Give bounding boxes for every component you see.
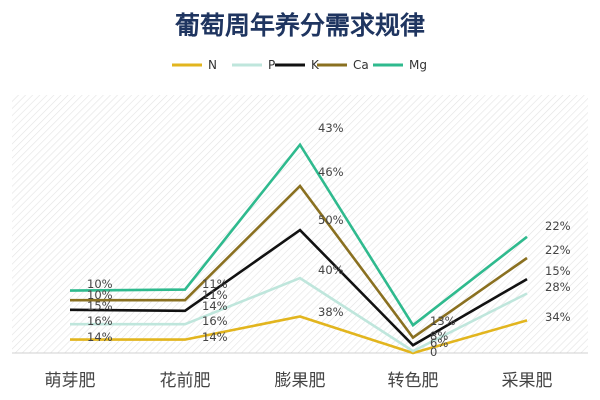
data-label-n: 34% (545, 310, 571, 324)
data-label-ca: 46% (318, 165, 344, 179)
series-line-n (70, 315, 528, 355)
data-label-mg: 22% (545, 219, 571, 233)
series-line-p (70, 276, 528, 353)
data-label-k: 15% (545, 264, 571, 278)
x-axis-labels: 萌芽肥 花前肥 膨果肥 转色肥 采果肥 (45, 371, 553, 391)
data-label-ca: 22% (545, 243, 571, 257)
data-label-k: 15% (87, 299, 113, 313)
legend-label-k: K (311, 58, 320, 72)
x-tick-label: 转色肥 (388, 371, 439, 391)
data-label-n: 0 (430, 345, 437, 359)
series-line-k (69, 228, 528, 347)
data-label-p: 16% (202, 314, 228, 328)
data-label-mg: 11% (202, 277, 228, 291)
data-label-p: 40% (318, 263, 344, 277)
data-label-n: 14% (87, 330, 113, 344)
legend-label-mg: Mg (409, 58, 427, 72)
data-label-k: 14% (202, 299, 228, 313)
legend-label-ca: Ca (353, 58, 369, 72)
data-label-mg: 10% (87, 277, 113, 291)
data-label-mg: 43% (318, 121, 344, 135)
data-label-ca: 11% (202, 288, 228, 302)
data-label-ca: 10% (87, 288, 113, 302)
legend-label-n: N (208, 58, 217, 72)
data-label-k: 50% (318, 213, 344, 227)
legend: N P K Ca Mg (172, 58, 427, 72)
data-label-ca: 8% (430, 329, 448, 343)
x-tick-label: 采果肥 (502, 371, 553, 391)
series-line-mg (69, 142, 528, 328)
x-tick-label: 膨果肥 (275, 371, 326, 391)
x-tick-label: 萌芽肥 (45, 371, 96, 391)
data-label-n: 38% (318, 305, 344, 319)
series-line-ca (70, 184, 528, 340)
legend-label-p: P (268, 58, 275, 72)
data-label-n: 14% (202, 330, 228, 344)
data-label-p: 28% (545, 280, 571, 294)
data-label-p: 16% (87, 314, 113, 328)
x-tick-label: 花前肥 (160, 371, 211, 391)
data-labels: 14% 14%38%034%16% 16%40%28%15% 14%50%6%15%1… (87, 121, 571, 359)
data-label-k: 6% (430, 336, 448, 350)
chart-title: 葡萄周年养分需求规律 (174, 11, 425, 40)
series-lines (69, 142, 528, 355)
data-label-mg: 13% (430, 314, 456, 328)
